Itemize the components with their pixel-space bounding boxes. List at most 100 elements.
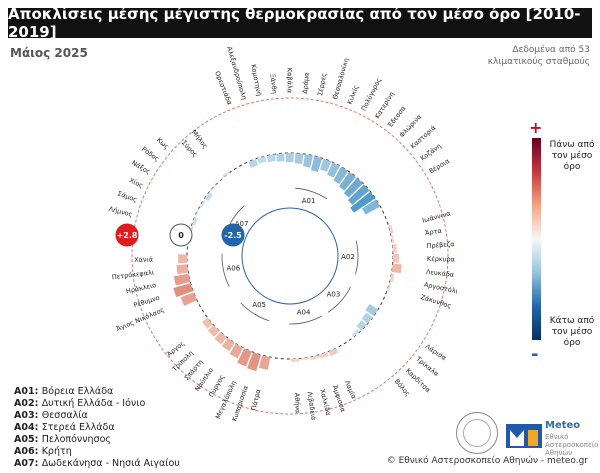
region-legend-item: A06: Κρήτη <box>14 446 180 458</box>
station-label: Αργοστόλι <box>423 280 458 295</box>
scale-marker-label: +2.8 <box>117 231 138 240</box>
station-bar <box>257 156 267 164</box>
station-bar <box>310 155 323 173</box>
station-label: Σύρος <box>180 139 199 159</box>
scale-marker-label: -2.5 <box>224 231 242 240</box>
station-label: Άμφισσα <box>331 384 348 413</box>
region-legend: A01: Βόρεια Ελλάδα A02: Δυτική Ελλάδα - Ι… <box>14 386 180 470</box>
station-bar <box>276 153 285 162</box>
station-label: Λιβαδειά <box>306 391 318 421</box>
colorbar-bottom-label: Κάτω από τον μέσο όρο <box>549 316 595 348</box>
station-label: Σάμος <box>116 189 138 204</box>
region-legend-item: A01: Βόρεια Ελλάδα <box>14 386 180 398</box>
scale-marker <box>221 223 245 247</box>
station-label: Δράμα <box>301 72 311 94</box>
station-bar <box>392 243 397 253</box>
outer-ring-positive <box>131 97 449 415</box>
inner-ring-negative <box>241 207 339 305</box>
meteo-logo-icon <box>506 424 542 448</box>
scale-marker-label: 0 <box>178 231 184 240</box>
footer-credit: © Εθνικό Αστεροσκοπείο Αθηνών - meteo.gr <box>386 456 588 466</box>
station-bar <box>310 355 319 360</box>
station-label: Θεσσαλονίκη <box>331 57 350 100</box>
station-label: Άρτα <box>424 227 442 238</box>
colorbar-minus-symbol: - <box>531 344 539 365</box>
station-bar <box>180 292 197 306</box>
region-code: A07: <box>14 458 42 469</box>
station-label: Σέρρες <box>316 72 328 96</box>
station-bar <box>204 191 213 202</box>
observatory-seal-icon <box>456 412 498 454</box>
region-code: A05: <box>14 434 42 445</box>
colorbar-plus-symbol: + <box>529 118 543 137</box>
station-label: Λευκάδα <box>426 268 455 279</box>
station-label: Ζάκυνθος <box>420 293 453 310</box>
station-bar <box>356 320 367 331</box>
station-label: Λαμία <box>343 379 358 400</box>
region-code: A02: <box>14 398 42 409</box>
station-label: Πρέβεζα <box>426 240 455 250</box>
station-bar <box>294 153 304 164</box>
station-label: Ορεστιάδα <box>213 70 234 106</box>
scale-marker <box>115 223 139 247</box>
station-label: Κοζάνη <box>419 142 443 163</box>
station-bar <box>362 199 381 215</box>
region-name: Πελοπόννησος <box>41 434 111 445</box>
region-label: A03 <box>327 290 341 298</box>
station-bar <box>392 253 399 263</box>
station-label: Βόλος <box>393 377 412 398</box>
station-bar <box>173 283 194 298</box>
station-label: Ιωάννινα <box>421 209 451 224</box>
region-label: A02 <box>341 253 355 261</box>
region-arc <box>355 240 359 275</box>
station-label: Πάτρα <box>250 388 263 411</box>
station-bar <box>343 177 364 198</box>
station-bar <box>391 263 402 274</box>
region-name: Βόρεια Ελλάδα <box>41 386 114 397</box>
station-bar <box>191 216 198 226</box>
region-label: A06 <box>226 264 240 272</box>
colorbar <box>532 138 541 340</box>
chart-title: Αποκλίσεις μέσης μέγιστης θερμοκρασίας α… <box>8 5 592 41</box>
station-bar <box>319 352 329 359</box>
station-label: Ξάνθη <box>268 73 278 94</box>
station-bar <box>258 355 271 370</box>
chart-subtitle: Μάιος 2025 <box>10 46 88 60</box>
station-bar <box>350 191 376 213</box>
station-bar <box>229 343 244 359</box>
station-bar <box>199 199 206 208</box>
station-bar <box>389 273 395 283</box>
station-bar <box>303 154 313 168</box>
region-name: Κρήτη <box>41 446 72 457</box>
station-bar <box>290 358 300 362</box>
station-bar <box>237 348 252 367</box>
region-arc <box>327 286 351 313</box>
region-label: A07 <box>235 220 249 228</box>
region-arc <box>289 315 322 325</box>
station-bar <box>333 166 349 184</box>
station-label: Χανιά <box>134 256 153 264</box>
station-bar <box>361 312 373 324</box>
station-label: Κως <box>155 136 171 151</box>
colorbar-top-label: Πάνω από τον μέσο όρο <box>549 140 595 172</box>
region-code: A03: <box>14 410 42 421</box>
station-bar <box>320 158 332 172</box>
station-label: Χαλκίδα <box>318 388 332 416</box>
station-label: Πετρόκεφαλι <box>111 268 154 281</box>
region-arc <box>240 302 270 322</box>
meteo-logo-name: Meteo <box>545 420 581 431</box>
region-code: A04: <box>14 422 42 433</box>
station-bar <box>351 329 360 337</box>
station-bar <box>178 254 188 264</box>
station-bar <box>195 208 200 217</box>
station-bar <box>221 338 235 352</box>
region-legend-item: A03: Θεσσαλία <box>14 410 180 422</box>
region-name: Δωδεκάνησα - Νησιά Αιγαίου <box>41 458 180 469</box>
station-bar <box>365 304 379 317</box>
meteo-logo-sub: Εθνικό Αστεροσκοπείο Αθηνών <box>545 433 599 457</box>
region-label: A04 <box>297 308 311 316</box>
station-label: Αθήνα <box>293 393 302 414</box>
region-legend-item: A05: Πελοπόννησος <box>14 434 180 446</box>
station-label: Λήμνος <box>108 205 134 219</box>
station-bar <box>201 317 213 329</box>
